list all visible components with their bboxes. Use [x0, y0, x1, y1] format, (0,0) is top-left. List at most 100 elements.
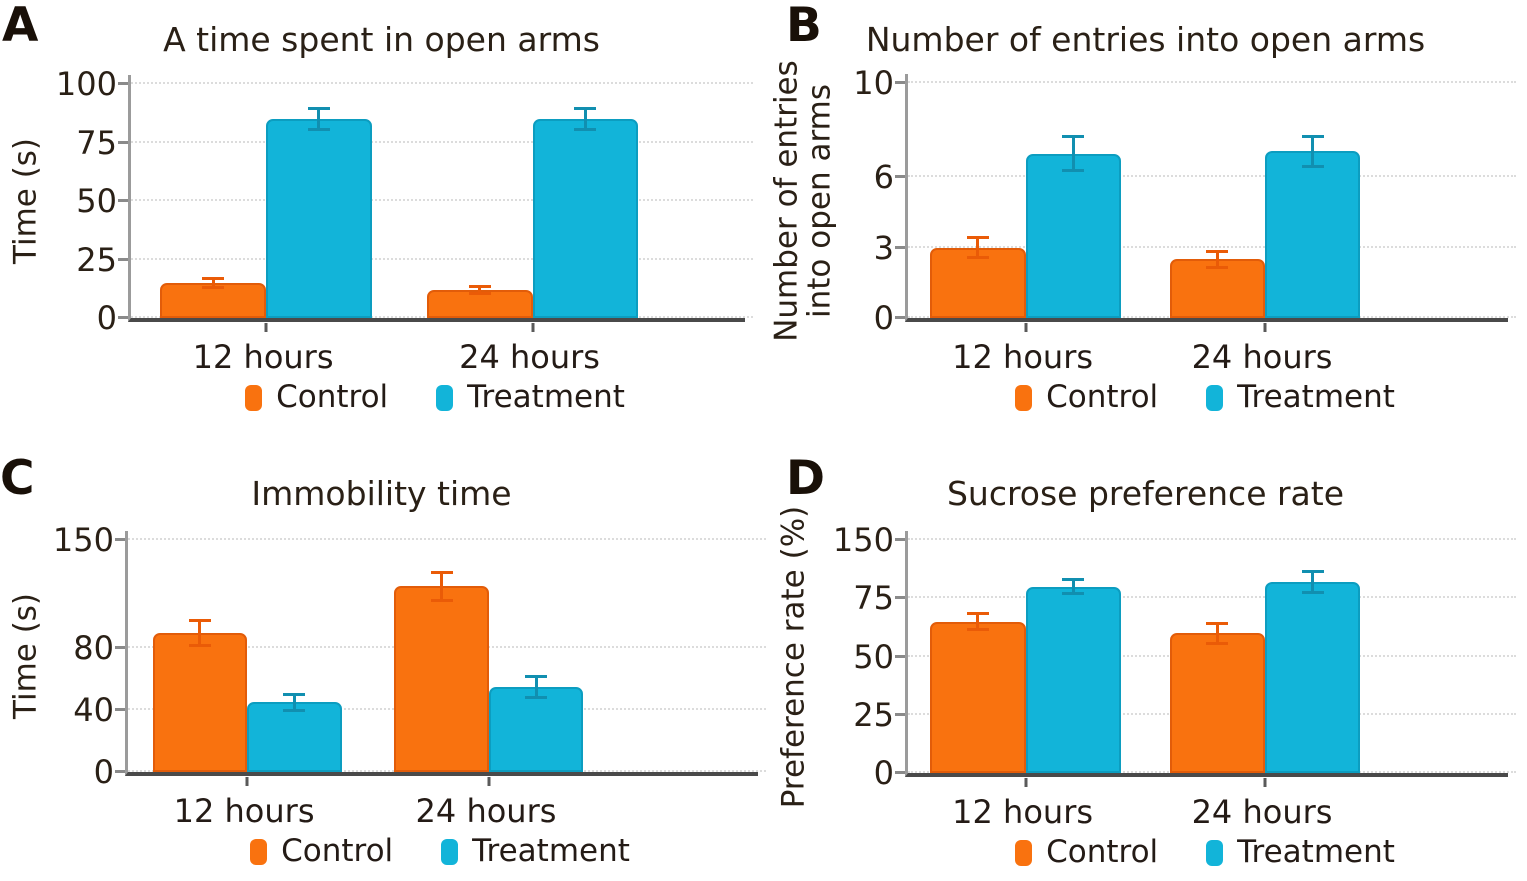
error-bar-cap-top [1301, 134, 1324, 138]
gridline [131, 199, 753, 201]
y-tick-mark [895, 596, 905, 600]
panel-letter: D [786, 451, 826, 506]
error-bar-stem [317, 107, 321, 131]
error-bar-cap-bottom [1206, 641, 1229, 645]
legend-label: Control [276, 379, 389, 415]
y-tick-label: 100 [55, 65, 117, 103]
y-tick-mark [118, 199, 128, 202]
plot-area: 0 25 50 75 100 [56, 68, 753, 334]
y-tick-label: 0 [96, 299, 117, 337]
x-tick-mark [1263, 778, 1267, 787]
error-bar-cap-top [966, 612, 989, 616]
bar-control-24-hours [1169, 633, 1265, 773]
gridline [131, 82, 753, 84]
panel-C: C Immobility time Time (s) 0 40 80 150 12 hours… [0, 441, 766, 881]
x-category-label: 12 hours [952, 338, 1094, 376]
legend-label: Control [1046, 834, 1159, 870]
gridline [908, 538, 1516, 540]
y-tick-mark [895, 316, 905, 319]
error-bar-cap-top [1206, 621, 1229, 625]
error-bar-cap-bottom [430, 598, 453, 602]
error-bar-cap-top [1206, 249, 1229, 253]
y-tick-label: 25 [853, 695, 894, 734]
legend: Control Treatment [905, 837, 1505, 868]
plot-area: 0 3 6 10 [853, 67, 1516, 334]
legend-swatch-treatment [1206, 384, 1224, 411]
error-bar-cap-top [468, 285, 491, 289]
bar-treatment-24-hours [1265, 151, 1361, 318]
y-tick-mark [115, 646, 125, 650]
legend-label: Control [1046, 379, 1159, 415]
error-bar-cap-top [966, 235, 989, 239]
x-category-label: 12 hours [952, 793, 1094, 831]
legend-swatch-control [1015, 384, 1033, 411]
x-category-labels: 12 hours 24 hours [125, 792, 755, 834]
y-tick-label: 150 [52, 521, 114, 559]
error-bar-stem [583, 107, 587, 131]
x-tick-mark [531, 323, 535, 332]
legend-label: Treatment [472, 833, 630, 869]
error-bar-stem [1071, 134, 1075, 173]
y-tick-mark [115, 538, 125, 541]
legend-item-control: Control [245, 382, 388, 413]
y-tick-mark [895, 538, 905, 541]
y-tick-mark [895, 81, 905, 84]
legend-swatch-control [250, 838, 268, 865]
x-category-label: 12 hours [173, 792, 315, 830]
x-category-label: 12 hours [192, 338, 334, 376]
y-tick-label: 40 [73, 691, 114, 730]
bar-control-24-hours [394, 586, 489, 772]
legend-item-control: Control [250, 836, 393, 867]
chart-title: Immobility time [251, 474, 512, 513]
legend-item-control: Control [1015, 837, 1158, 868]
error-bar-cap-top [307, 107, 330, 111]
error-bar-cap-bottom [1062, 591, 1085, 595]
gridline [131, 257, 753, 260]
gridline [131, 140, 753, 143]
y-tick-mark [895, 654, 905, 658]
error-bar-cap-top [1062, 578, 1085, 582]
y-tick-mark [895, 245, 905, 249]
y-tick-label: 0 [873, 754, 894, 792]
gridline [908, 175, 1516, 177]
error-bar-cap-top [202, 277, 225, 281]
bar-control-12-hours [152, 632, 248, 772]
legend-swatch-treatment [436, 384, 454, 411]
x-tick-mark [245, 777, 249, 786]
bar-treatment-12-hours [1025, 153, 1121, 318]
x-tick-mark [1024, 778, 1028, 787]
error-bar-stem [440, 570, 444, 602]
plot-area: 0 25 50 75 150 [833, 524, 1516, 789]
x-category-label: 24 hours [1191, 338, 1333, 376]
bar-treatment-12-hours [266, 119, 372, 318]
x-category-labels: 12 hours 24 hours [905, 338, 1505, 380]
error-bar-stem [478, 285, 482, 295]
y-tick-mark [895, 175, 905, 178]
x-tick-mark [1024, 323, 1028, 332]
y-tick-label: 75 [76, 123, 117, 162]
y-tick-label: 150 [832, 521, 894, 559]
error-bar-cap-bottom [307, 127, 330, 131]
gridline [128, 538, 766, 540]
x-category-label: 24 hours [459, 338, 600, 376]
panel-B: B Number of entries into open arms Number … [764, 0, 1527, 440]
panel-letter: A [2, 0, 39, 53]
legend-label: Treatment [1237, 379, 1395, 415]
legend-swatch-treatment [1206, 839, 1224, 866]
y-tick-label: 50 [76, 182, 117, 220]
y-axis-label: Time (s) [7, 137, 44, 265]
y-tick-mark [115, 708, 125, 712]
error-bar-stem [292, 693, 296, 712]
y-tick-label: 3 [873, 228, 894, 267]
bar-treatment-24-hours [532, 119, 639, 318]
y-tick-mark [895, 771, 905, 774]
error-bar-cap-bottom [966, 627, 989, 631]
error-bar-cap-bottom [1062, 169, 1085, 173]
bar-control-24-hours [1169, 259, 1265, 318]
chart-title: Number of entries into open arms [865, 20, 1426, 59]
gridline [908, 596, 1516, 599]
error-bar-cap-bottom [1301, 164, 1324, 168]
y-tick-mark [118, 257, 128, 261]
x-category-labels: 12 hours 24 hours [905, 793, 1505, 835]
